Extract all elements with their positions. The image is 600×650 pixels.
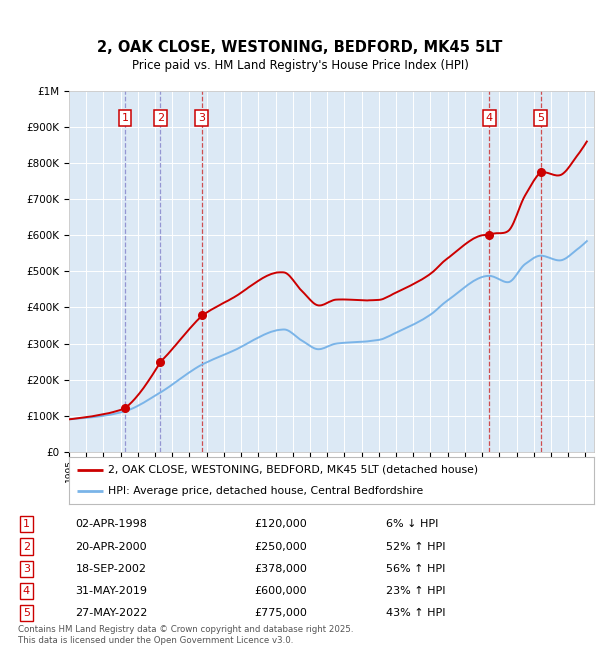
Text: 5: 5	[23, 608, 30, 618]
Text: 27-MAY-2022: 27-MAY-2022	[76, 608, 148, 618]
Text: 3: 3	[198, 113, 205, 123]
Text: 2, OAK CLOSE, WESTONING, BEDFORD, MK45 5LT (detached house): 2, OAK CLOSE, WESTONING, BEDFORD, MK45 5…	[109, 465, 479, 474]
Text: 56% ↑ HPI: 56% ↑ HPI	[386, 564, 446, 574]
Text: 2, OAK CLOSE, WESTONING, BEDFORD, MK45 5LT: 2, OAK CLOSE, WESTONING, BEDFORD, MK45 5…	[97, 40, 503, 55]
Text: 6% ↓ HPI: 6% ↓ HPI	[386, 519, 439, 529]
Text: 4: 4	[23, 586, 30, 596]
Text: 4: 4	[485, 113, 493, 123]
Text: 3: 3	[23, 564, 30, 574]
Text: 02-APR-1998: 02-APR-1998	[76, 519, 147, 529]
Text: Contains HM Land Registry data © Crown copyright and database right 2025.
This d: Contains HM Land Registry data © Crown c…	[18, 625, 353, 645]
Text: 5: 5	[537, 113, 544, 123]
Text: 23% ↑ HPI: 23% ↑ HPI	[386, 586, 446, 596]
Text: 1: 1	[23, 519, 30, 529]
Text: £600,000: £600,000	[254, 586, 307, 596]
Text: Price paid vs. HM Land Registry's House Price Index (HPI): Price paid vs. HM Land Registry's House …	[131, 58, 469, 72]
Text: 1: 1	[121, 113, 128, 123]
Text: 43% ↑ HPI: 43% ↑ HPI	[386, 608, 446, 618]
Text: 52% ↑ HPI: 52% ↑ HPI	[386, 541, 446, 551]
Text: HPI: Average price, detached house, Central Bedfordshire: HPI: Average price, detached house, Cent…	[109, 486, 424, 496]
Text: 2: 2	[23, 541, 30, 551]
Text: 2: 2	[157, 113, 164, 123]
Text: 31-MAY-2019: 31-MAY-2019	[76, 586, 148, 596]
Text: 20-APR-2000: 20-APR-2000	[76, 541, 147, 551]
Text: £378,000: £378,000	[254, 564, 307, 574]
Text: £250,000: £250,000	[254, 541, 307, 551]
Text: 18-SEP-2002: 18-SEP-2002	[76, 564, 146, 574]
Text: £120,000: £120,000	[254, 519, 307, 529]
Text: £775,000: £775,000	[254, 608, 307, 618]
